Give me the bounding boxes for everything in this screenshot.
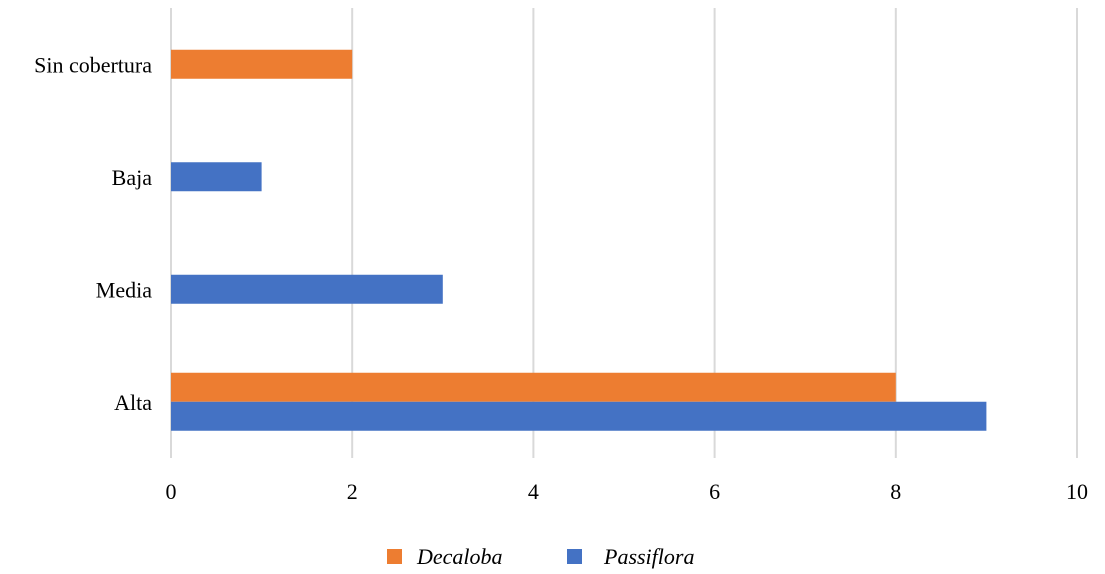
category-label: Alta (114, 390, 152, 415)
bar-passiflora (171, 162, 262, 192)
legend-swatch-passiflora (567, 549, 582, 564)
category-labels: Sin cobertura Baja Media Alta (34, 52, 152, 415)
legend: Decaloba Passiflora (387, 544, 694, 569)
category-label: Media (96, 277, 152, 302)
legend-label-decaloba: Decaloba (416, 544, 503, 569)
legend-label-passiflora: Passiflora (603, 544, 694, 569)
category-label: Sin cobertura (34, 52, 152, 77)
x-tick-label: 8 (890, 479, 901, 504)
category-label: Baja (112, 165, 153, 190)
x-tick-label: 10 (1066, 479, 1088, 504)
bar-passiflora (171, 401, 987, 431)
bar-passiflora (171, 274, 443, 304)
x-tick-label: 0 (166, 479, 177, 504)
x-tick-label: 4 (528, 479, 539, 504)
bar-decaloba (171, 372, 896, 402)
x-tick-label: 6 (709, 479, 720, 504)
x-axis-tick-labels: 0 2 4 6 8 10 (166, 479, 1089, 504)
x-tick-label: 2 (347, 479, 358, 504)
legend-swatch-decaloba (387, 549, 402, 564)
bar-decaloba (171, 49, 353, 79)
bars (171, 49, 987, 431)
